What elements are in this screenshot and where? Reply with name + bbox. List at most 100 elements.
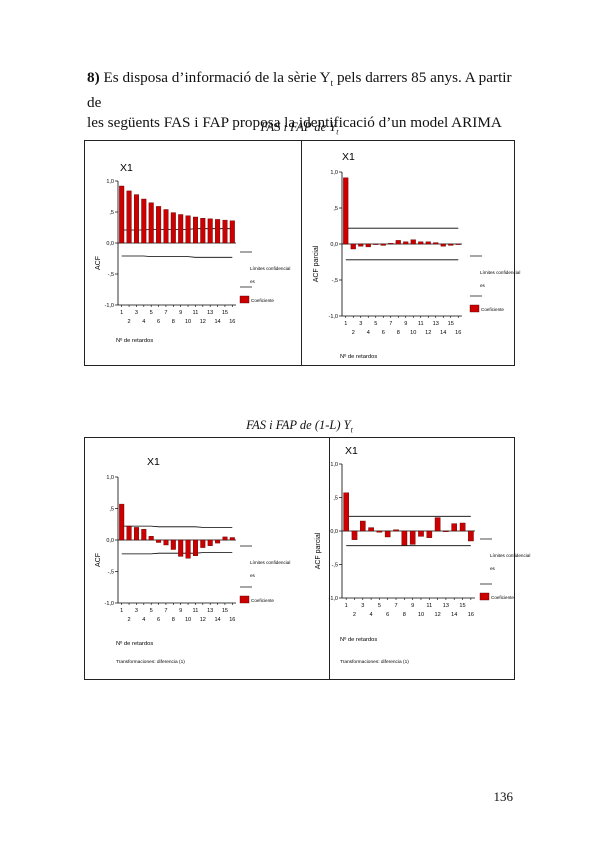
- x-tick-label: 6: [386, 612, 389, 618]
- acf-bar: [200, 539, 206, 548]
- x-tick-label: 6: [382, 330, 385, 336]
- acf-bar: [434, 517, 441, 532]
- acf-bar: [185, 539, 191, 559]
- x-tick-label: 3: [135, 608, 138, 614]
- acf-bar: [403, 241, 409, 245]
- acf-bar: [368, 527, 374, 532]
- x-tick-label: 6: [157, 617, 160, 623]
- x-tick-label: 5: [374, 321, 377, 327]
- acf-bar: [229, 537, 235, 541]
- x-tick-label: 11: [193, 310, 199, 316]
- acf-bar: [459, 522, 466, 532]
- x-tick-label: 5: [150, 608, 153, 614]
- acf-bar: [418, 241, 424, 245]
- y-tick-label: 0,0: [106, 538, 114, 544]
- acf-bar: [178, 539, 184, 557]
- y-tick-label: ,5: [333, 206, 338, 212]
- x-tick-label: 16: [229, 319, 235, 325]
- y-tick-label: -1,0: [329, 314, 338, 320]
- x-tick-label: 14: [214, 319, 220, 325]
- chart-title: X1: [342, 151, 355, 163]
- x-tick-label: 10: [410, 330, 416, 336]
- y-tick-label: 1,0: [330, 170, 338, 176]
- y-tick-label: -,5: [332, 278, 338, 284]
- x-tick-label: 2: [128, 617, 131, 623]
- x-tick-label: 7: [389, 321, 392, 327]
- x-tick-label: 4: [370, 612, 373, 618]
- y-tick-label: 1,0: [330, 462, 338, 468]
- acf-bar: [393, 529, 399, 532]
- acf-bar: [418, 530, 424, 537]
- acf-bar: [388, 243, 394, 245]
- y-tick-label: -,5: [108, 272, 114, 278]
- y-axis-label: ACF parcial: [315, 532, 322, 569]
- y-tick-label: 1,0: [106, 179, 114, 185]
- acf-bar: [215, 539, 221, 544]
- question-line-1: 8) Es disposa d’informació de la sèrie Y…: [87, 69, 512, 112]
- panel-divider: [301, 141, 302, 365]
- x-tick-label: 4: [367, 330, 370, 336]
- acf-bar: [170, 539, 176, 550]
- acf-bar: [163, 209, 169, 244]
- x-tick-label: 2: [353, 612, 356, 618]
- x-tick-label: 1: [345, 603, 348, 609]
- chart-title: X1: [147, 456, 160, 468]
- x-tick-label: 12: [200, 319, 206, 325]
- legend-limits-label: es: [490, 566, 496, 571]
- legend-coef-swatch: [239, 295, 250, 304]
- acf-bar: [222, 219, 228, 244]
- x-axis-label: Nº de retardos: [116, 640, 153, 647]
- x-tick-label: 12: [425, 330, 431, 336]
- question-line-2: les següents FAS i FAP proposa la identi…: [87, 114, 502, 132]
- legend-coef-label: Coeficiente: [481, 307, 504, 312]
- acf-bar: [126, 525, 132, 541]
- acf-bar: [410, 239, 416, 245]
- y-tick-label: 0,0: [106, 241, 114, 247]
- acf-bar: [133, 527, 139, 541]
- transformation-note: Transformaciones: diferencia (1): [340, 659, 409, 665]
- acf-bar: [148, 202, 154, 244]
- y-tick-label: -1,0: [105, 303, 114, 309]
- y-tick-label: ,5: [333, 496, 338, 502]
- acf-bar: [156, 206, 162, 244]
- legend-limits-label: es: [250, 279, 256, 284]
- x-tick-label: 11: [193, 608, 199, 614]
- x-tick-label: 15: [222, 608, 228, 614]
- x-tick-label: 4: [142, 319, 145, 325]
- chart-2: X11,0,50,0-,5-1,01 3 5 7 9 11 13 152 4 6 8 10 12 14 16…: [313, 151, 520, 360]
- y-tick-label: 0,0: [330, 242, 338, 248]
- x-tick-label: 10: [418, 612, 424, 618]
- x-tick-label: 3: [361, 603, 364, 609]
- legend-limits-label: Límites confidencial: [250, 266, 290, 271]
- chart-3: X11,0,50,0-,5-1,01 3 5 7 9 11 13 152 4 6 8 10 12 14 16…: [95, 456, 290, 665]
- y-axis-label: ACF: [95, 256, 102, 270]
- legend-coef-swatch: [239, 595, 250, 604]
- x-tick-label: 2: [128, 319, 131, 325]
- acf-bar: [351, 530, 358, 540]
- acf-bar: [178, 214, 184, 244]
- caption-series: FAS i FAP de Yt: [260, 120, 339, 137]
- x-tick-label: 8: [172, 319, 175, 325]
- x-tick-label: 9: [179, 310, 182, 316]
- figure-panel-2: [84, 437, 515, 680]
- y-axis-label: ACF parcial: [313, 245, 320, 282]
- x-tick-label: 3: [359, 321, 362, 327]
- x-tick-label: 2: [352, 330, 355, 336]
- x-tick-label: 10: [185, 319, 191, 325]
- x-tick-label: 5: [150, 310, 153, 316]
- acf-bar: [343, 492, 350, 532]
- x-tick-label: 1: [344, 321, 347, 327]
- acf-bar: [215, 219, 221, 244]
- y-tick-label: ,5: [109, 210, 114, 216]
- acf-bar: [229, 220, 235, 244]
- legend-coef-swatch: [479, 592, 490, 601]
- legend-limits-label: es: [480, 283, 486, 288]
- acf-bar: [380, 243, 386, 246]
- acf-bar: [448, 243, 454, 246]
- x-tick-label: 13: [443, 603, 449, 609]
- acf-bar: [360, 520, 366, 532]
- acf-bar: [192, 216, 198, 244]
- legend-coef-label: Coeficiente: [251, 298, 274, 303]
- acf-bar: [468, 530, 474, 542]
